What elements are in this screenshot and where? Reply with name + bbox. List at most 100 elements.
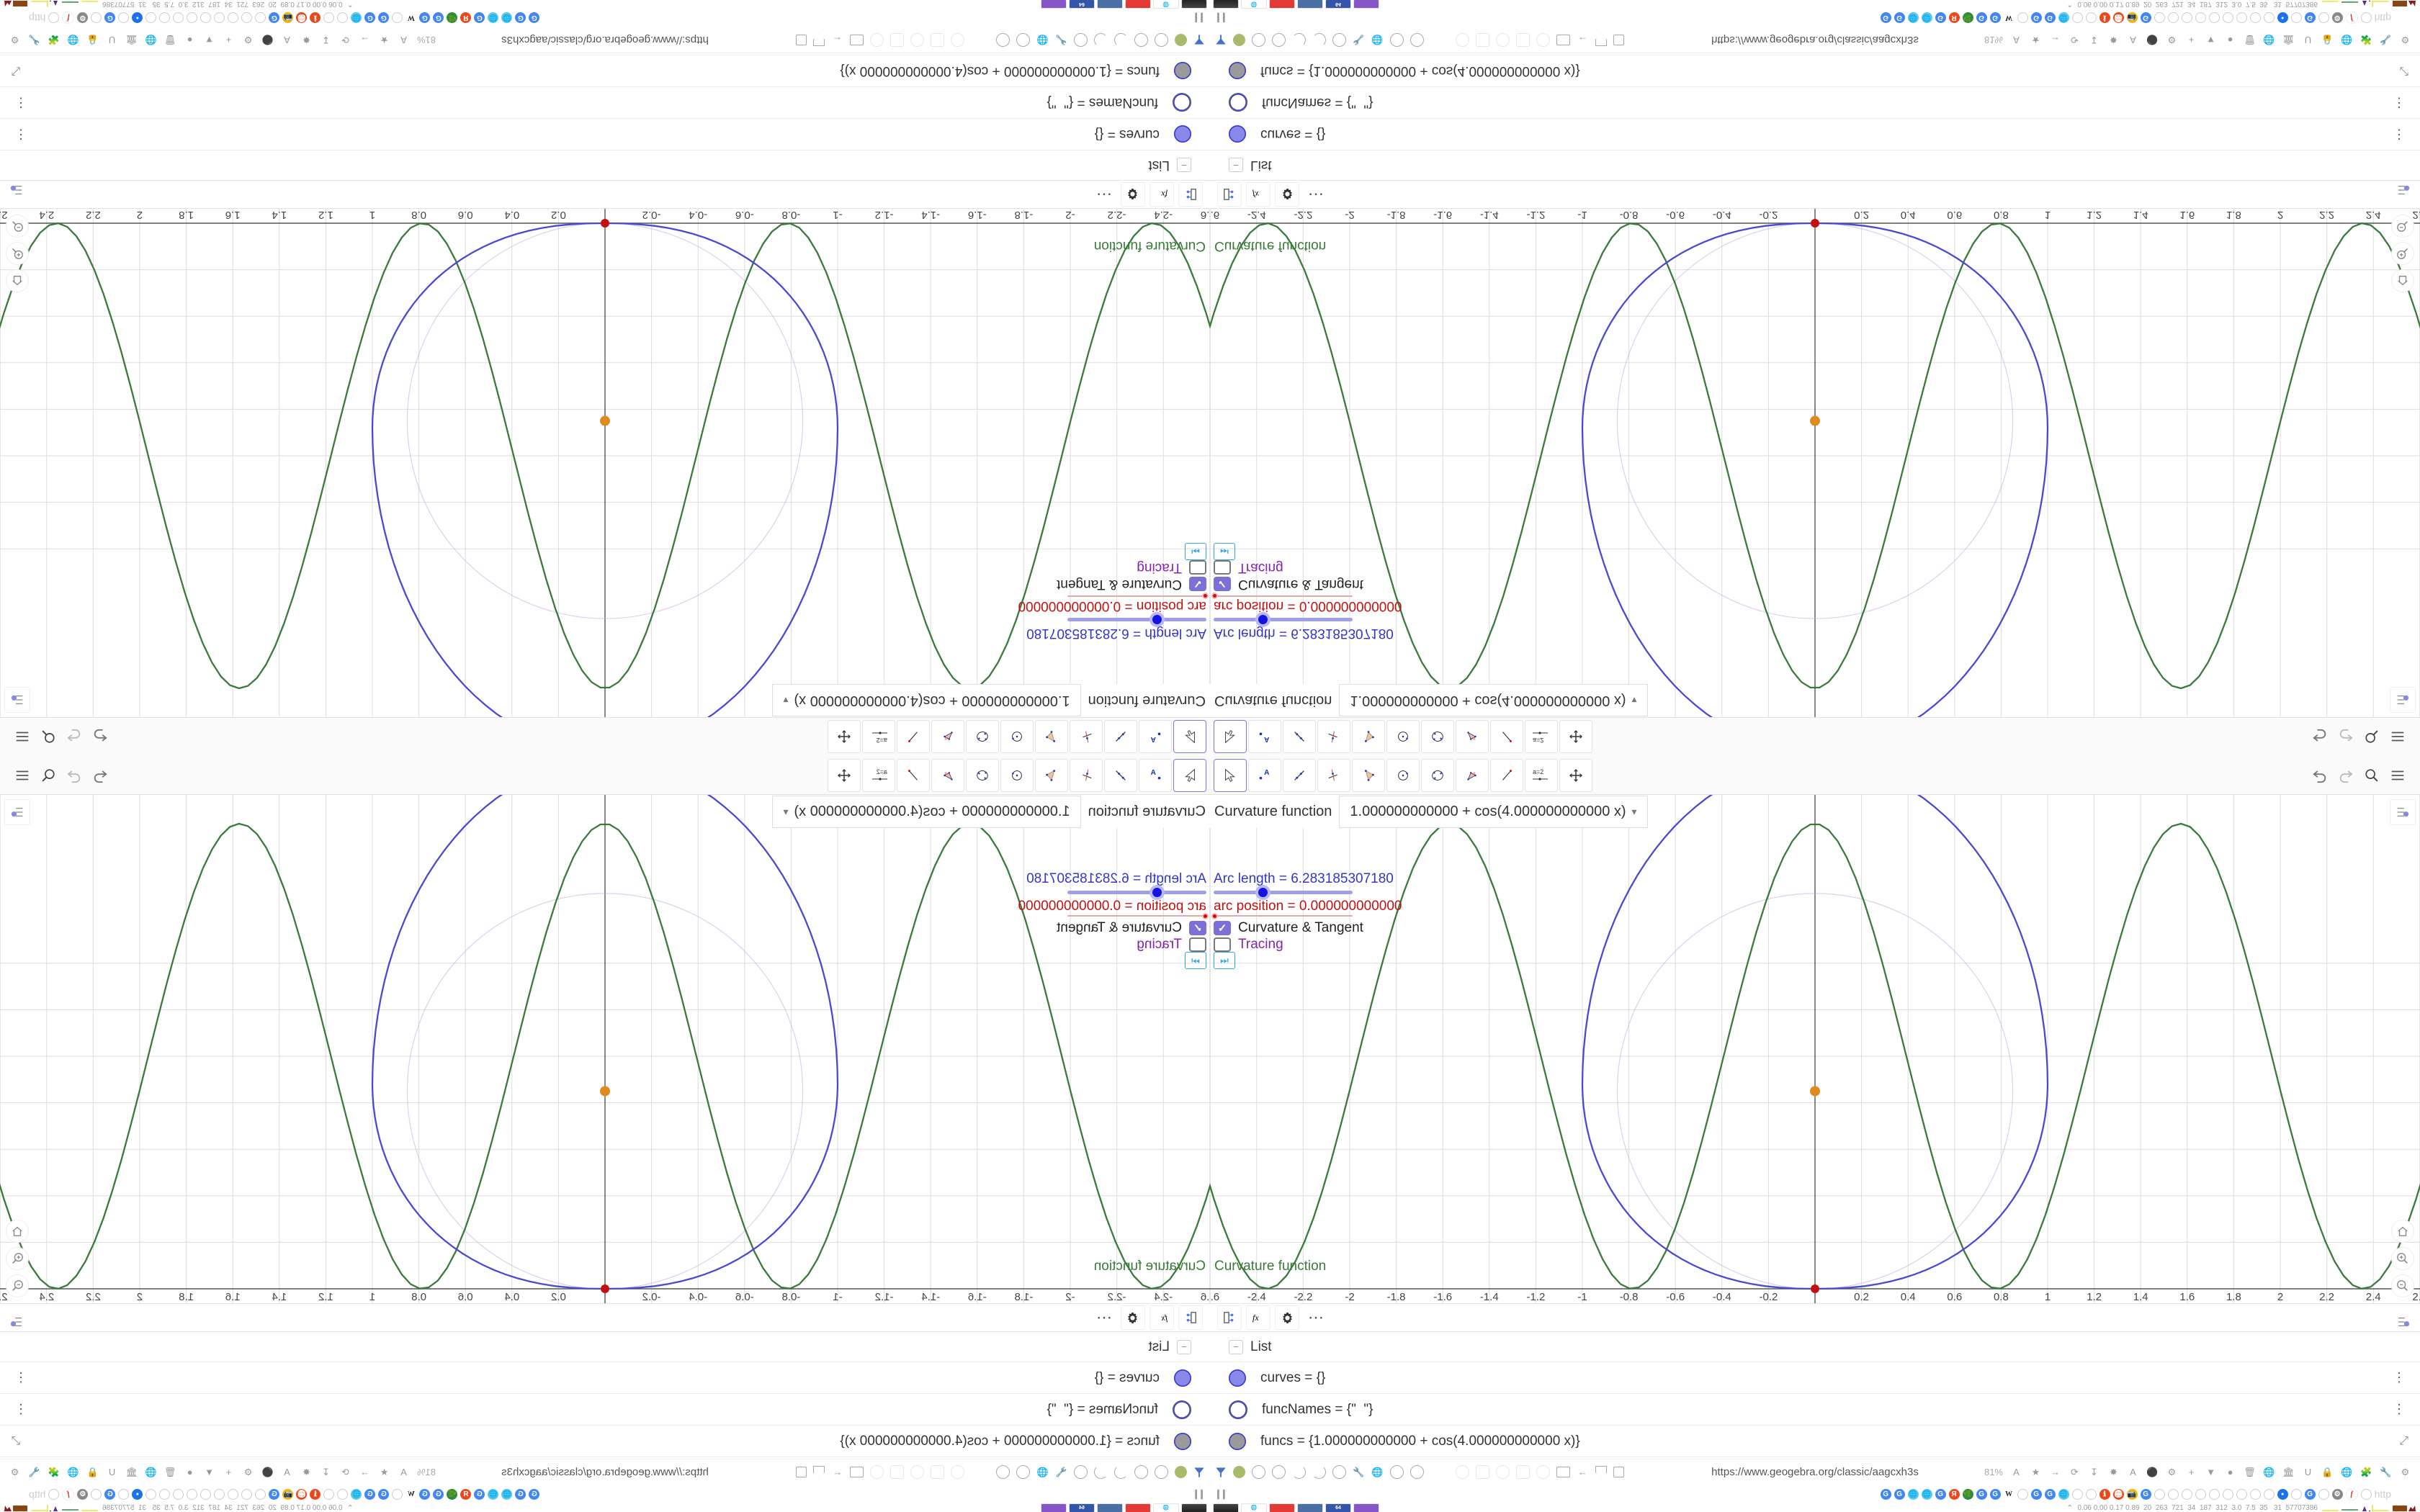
svg-text:-0.4: -0.4 xyxy=(1713,209,1731,221)
svg-text:-0.6: -0.6 xyxy=(1666,1291,1685,1303)
svg-text:fx: fx xyxy=(1161,189,1168,199)
svg-text:fx: fx xyxy=(1161,1313,1168,1323)
svg-text:α: α xyxy=(944,736,947,741)
svg-text:1.4: 1.4 xyxy=(272,209,287,221)
svg-text:-2: -2 xyxy=(1345,1291,1354,1303)
svg-text:2.2: 2.2 xyxy=(2319,209,2334,221)
svg-text:-0.4: -0.4 xyxy=(689,209,707,221)
svg-text:Curvature function: Curvature function xyxy=(1094,238,1206,253)
svg-text:1.2: 1.2 xyxy=(2087,209,2102,221)
svg-text:-1.4: -1.4 xyxy=(921,1291,940,1303)
svg-text:-1.2: -1.2 xyxy=(875,209,894,221)
svg-text:-1.6: -1.6 xyxy=(1433,209,1452,221)
svg-text:1.8: 1.8 xyxy=(2226,209,2241,221)
svg-text:-1.8: -1.8 xyxy=(1014,209,1033,221)
svg-text:Curvature function: Curvature function xyxy=(1214,238,1326,253)
svg-text:-0.6: -0.6 xyxy=(735,209,754,221)
svg-text:-2.2: -2.2 xyxy=(1294,1291,1312,1303)
svg-text:-1: -1 xyxy=(1577,1291,1587,1303)
svg-text:-2: -2 xyxy=(1065,209,1075,221)
svg-text:1.2: 1.2 xyxy=(318,209,333,221)
svg-text:a=2: a=2 xyxy=(1533,737,1543,744)
svg-text:0.2: 0.2 xyxy=(551,209,566,221)
svg-text:α: α xyxy=(944,771,947,776)
svg-text:1.2: 1.2 xyxy=(318,1291,333,1303)
svg-text:-1.8: -1.8 xyxy=(1387,209,1406,221)
svg-text:2.4: 2.4 xyxy=(2366,1291,2381,1303)
svg-text:-2.4: -2.4 xyxy=(1247,1291,1266,1303)
svg-text:a=2: a=2 xyxy=(877,768,887,775)
svg-text:-2.4: -2.4 xyxy=(1247,209,1266,221)
svg-text:A: A xyxy=(1264,769,1270,777)
svg-text:2: 2 xyxy=(137,1291,143,1303)
svg-text:a=2: a=2 xyxy=(1533,768,1543,775)
svg-text:-2.6: -2.6 xyxy=(1210,1291,1219,1303)
svg-text:1.4: 1.4 xyxy=(2133,209,2148,221)
svg-text:0.6: 0.6 xyxy=(1947,1291,1962,1303)
svg-text:0.4: 0.4 xyxy=(504,1291,519,1303)
svg-text:-2.4: -2.4 xyxy=(1154,209,1173,221)
svg-text:1: 1 xyxy=(2045,209,2051,221)
svg-text:-2.6: -2.6 xyxy=(1210,209,1219,221)
svg-text:0.8: 0.8 xyxy=(411,1291,426,1303)
svg-text:-1.2: -1.2 xyxy=(1526,1291,1545,1303)
svg-text:2.2: 2.2 xyxy=(86,209,101,221)
svg-text:0.2: 0.2 xyxy=(1854,209,1869,221)
svg-text:2.4: 2.4 xyxy=(39,209,54,221)
svg-text:2.4: 2.4 xyxy=(2366,209,2381,221)
svg-text:0.8: 0.8 xyxy=(1994,209,2009,221)
svg-text:-0.4: -0.4 xyxy=(1713,1291,1731,1303)
svg-text:1.2: 1.2 xyxy=(2087,1291,2102,1303)
svg-text:-2.6: -2.6 xyxy=(1201,1291,1210,1303)
svg-text:-1: -1 xyxy=(1577,209,1587,221)
svg-text:-1.2: -1.2 xyxy=(1526,209,1545,221)
svg-text:2: 2 xyxy=(2277,1291,2283,1303)
svg-text:-1: -1 xyxy=(833,1291,842,1303)
svg-text:1.8: 1.8 xyxy=(179,209,194,221)
svg-text:1.8: 1.8 xyxy=(179,1291,194,1303)
svg-text:-0.8: -0.8 xyxy=(781,209,800,221)
svg-text:A: A xyxy=(1264,735,1270,743)
svg-text:-0.8: -0.8 xyxy=(1620,209,1639,221)
svg-text:1: 1 xyxy=(2045,1291,2051,1303)
svg-text:Curvature function: Curvature function xyxy=(1094,1259,1206,1274)
svg-text:-0.2: -0.2 xyxy=(642,1291,661,1303)
svg-text:fx: fx xyxy=(1252,1313,1259,1323)
svg-text:1: 1 xyxy=(369,209,375,221)
svg-text:0.6: 0.6 xyxy=(1947,209,1962,221)
svg-text:-1.6: -1.6 xyxy=(1433,1291,1452,1303)
svg-text:1.4: 1.4 xyxy=(272,1291,287,1303)
svg-text:-0.2: -0.2 xyxy=(1759,1291,1778,1303)
svg-text:2.4: 2.4 xyxy=(39,1291,54,1303)
svg-text:fx: fx xyxy=(1252,189,1259,199)
svg-text:0.2: 0.2 xyxy=(551,1291,566,1303)
svg-text:1.6: 1.6 xyxy=(225,1291,241,1303)
svg-text:-1.4: -1.4 xyxy=(1480,1291,1499,1303)
svg-text:-0.2: -0.2 xyxy=(642,209,661,221)
svg-text:-2: -2 xyxy=(1065,1291,1075,1303)
svg-text:a=2: a=2 xyxy=(877,737,887,744)
svg-text:2.2: 2.2 xyxy=(2319,1291,2334,1303)
svg-text:1.8: 1.8 xyxy=(2226,1291,2241,1303)
svg-text:-2.2: -2.2 xyxy=(1294,209,1312,221)
svg-text:1.6: 1.6 xyxy=(2179,209,2195,221)
svg-text:-2.2: -2.2 xyxy=(1108,209,1126,221)
svg-text:-0.6: -0.6 xyxy=(1666,209,1685,221)
svg-text:1.6: 1.6 xyxy=(225,209,241,221)
svg-text:-1.4: -1.4 xyxy=(921,209,940,221)
svg-text:-2.2: -2.2 xyxy=(1108,1291,1126,1303)
svg-text:2: 2 xyxy=(2277,209,2283,221)
svg-text:-1.4: -1.4 xyxy=(1480,209,1499,221)
svg-text:1.6: 1.6 xyxy=(2179,1291,2195,1303)
svg-text:-1: -1 xyxy=(833,209,842,221)
svg-text:-2: -2 xyxy=(1345,209,1354,221)
svg-text:1: 1 xyxy=(369,1291,375,1303)
svg-text:A: A xyxy=(1150,769,1156,777)
svg-text:0.6: 0.6 xyxy=(458,1291,473,1303)
svg-text:-0.8: -0.8 xyxy=(1620,1291,1639,1303)
svg-text:0.4: 0.4 xyxy=(1901,209,1916,221)
svg-text:-1.2: -1.2 xyxy=(875,1291,894,1303)
svg-text:A: A xyxy=(1150,735,1156,743)
svg-text:-1.8: -1.8 xyxy=(1014,1291,1033,1303)
svg-text:2: 2 xyxy=(137,209,143,221)
